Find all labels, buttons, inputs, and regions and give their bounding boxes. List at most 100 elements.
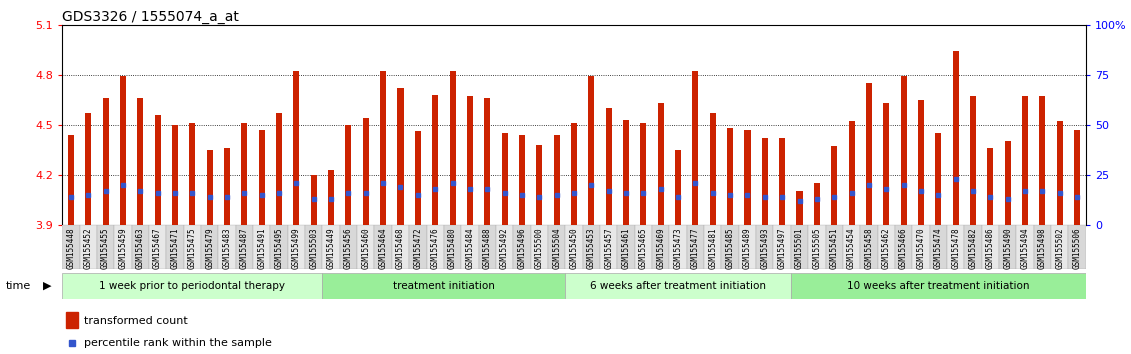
Bar (692, 72, 699, 225)
Bar (166, 225, 183, 269)
Text: GSM155496: GSM155496 (518, 227, 526, 269)
Bar (415, 131, 421, 225)
Text: GSM155495: GSM155495 (275, 227, 284, 269)
Text: percentile rank within the sample: percentile rank within the sample (84, 338, 271, 348)
Bar (519, 135, 525, 225)
Text: GSM155482: GSM155482 (968, 227, 977, 269)
Text: GSM155502: GSM155502 (1055, 227, 1064, 269)
Bar (218, 225, 235, 269)
Bar (85, 113, 92, 225)
Text: GSM155471: GSM155471 (171, 227, 180, 269)
Text: GSM155455: GSM155455 (101, 227, 110, 269)
Text: GSM155453: GSM155453 (587, 227, 596, 269)
Text: GSM155487: GSM155487 (240, 227, 249, 269)
Bar (1056, 121, 1063, 225)
Bar (566, 273, 791, 299)
Text: GSM155451: GSM155451 (830, 227, 839, 269)
Text: GSM155472: GSM155472 (413, 227, 422, 269)
Bar (727, 128, 733, 225)
Bar (513, 225, 530, 269)
Text: GSM155463: GSM155463 (136, 227, 145, 269)
Text: GSM155454: GSM155454 (847, 227, 856, 269)
Bar (1004, 142, 1011, 225)
Text: GSM155466: GSM155466 (899, 227, 908, 269)
Bar (155, 115, 161, 225)
Bar (131, 225, 149, 269)
Text: GSM155480: GSM155480 (448, 227, 457, 269)
Bar (467, 96, 473, 225)
Bar (809, 225, 826, 269)
Bar (363, 118, 369, 225)
Text: GSM155457: GSM155457 (604, 227, 613, 269)
Text: GSM155503: GSM155503 (309, 227, 318, 269)
Text: GSM155506: GSM155506 (1072, 227, 1081, 269)
Bar (287, 225, 305, 269)
Text: GSM155485: GSM155485 (726, 227, 735, 269)
Bar (259, 130, 265, 225)
Bar (461, 225, 478, 269)
Bar (582, 225, 601, 269)
Text: treatment initiation: treatment initiation (392, 281, 494, 291)
Text: GSM155456: GSM155456 (344, 227, 353, 269)
Bar (952, 51, 959, 225)
Bar (1039, 96, 1045, 225)
Text: GSM155465: GSM155465 (639, 227, 648, 269)
Bar (432, 95, 438, 225)
Text: GSM155467: GSM155467 (153, 227, 162, 269)
Bar (999, 225, 1017, 269)
Text: GSM155492: GSM155492 (500, 227, 509, 269)
Bar (62, 225, 79, 269)
Bar (762, 138, 768, 225)
Bar (653, 225, 670, 269)
Text: GSM155483: GSM155483 (223, 227, 232, 269)
Bar (149, 225, 166, 269)
Bar (982, 225, 999, 269)
Bar (374, 225, 391, 269)
Bar (449, 72, 456, 225)
Bar (172, 125, 178, 225)
Bar (791, 273, 1086, 299)
Bar (339, 225, 357, 269)
Bar (380, 72, 386, 225)
Text: GSM155462: GSM155462 (882, 227, 891, 269)
Text: GSM155499: GSM155499 (292, 227, 301, 269)
Text: GSM155491: GSM155491 (257, 227, 266, 269)
Bar (640, 123, 647, 225)
Text: 6 weeks after treatment initiation: 6 weeks after treatment initiation (590, 281, 766, 291)
Text: GSM155460: GSM155460 (361, 227, 370, 269)
Text: GSM155504: GSM155504 (552, 227, 561, 269)
Bar (605, 108, 612, 225)
Bar (634, 225, 653, 269)
Text: GSM155479: GSM155479 (205, 227, 214, 269)
Bar (66, 313, 78, 328)
Bar (409, 225, 426, 269)
Text: GSM155486: GSM155486 (986, 227, 995, 269)
Text: GSM155490: GSM155490 (1003, 227, 1012, 269)
Bar (322, 225, 339, 269)
Bar (930, 225, 947, 269)
Text: GSM155477: GSM155477 (691, 227, 700, 269)
Text: GSM155484: GSM155484 (465, 227, 474, 269)
Bar (397, 88, 404, 225)
Bar (571, 123, 577, 225)
Bar (391, 225, 409, 269)
Bar (588, 76, 595, 225)
Text: GSM155448: GSM155448 (67, 227, 76, 269)
Bar (224, 148, 230, 225)
Text: GSM155469: GSM155469 (656, 227, 665, 269)
Bar (276, 113, 282, 225)
Bar (501, 133, 508, 225)
Bar (895, 225, 913, 269)
Bar (987, 148, 993, 225)
Bar (878, 225, 895, 269)
Bar (913, 225, 930, 269)
Text: GSM155450: GSM155450 (570, 227, 578, 269)
Bar (1069, 225, 1086, 269)
Bar (866, 83, 872, 225)
Bar (618, 225, 634, 269)
Bar (183, 225, 201, 269)
Text: GSM155459: GSM155459 (119, 227, 128, 269)
Text: GSM155476: GSM155476 (431, 227, 440, 269)
Text: GSM155468: GSM155468 (396, 227, 405, 269)
Bar (62, 273, 322, 299)
